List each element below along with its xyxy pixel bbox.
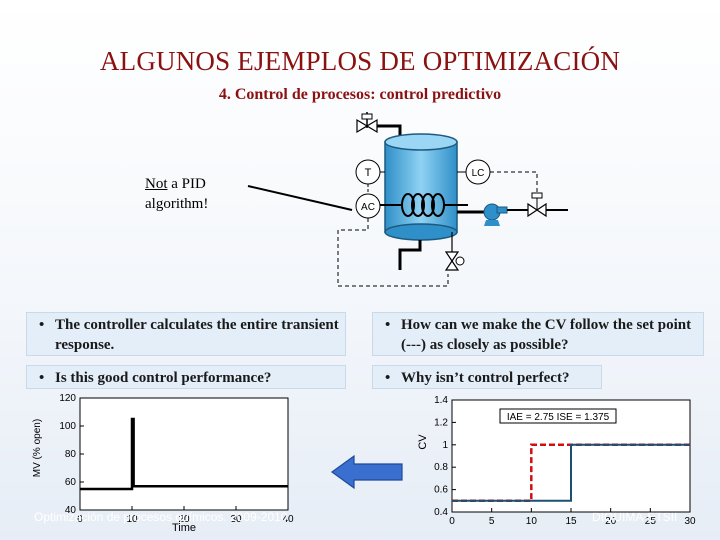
cv-chart: 0 5 10 15 20 25 30 0.4 0.6 0.8 1 1.2 1.4 CV IAE = 2.…: [417, 395, 696, 527]
cv-ytick-label: 0.8: [434, 462, 448, 473]
discharge-valve-icon: [527, 192, 547, 218]
cv-xtick-label: 30: [684, 516, 696, 527]
slide-subtitle: 4. Control de procesos: control predicti…: [218, 86, 502, 103]
bullet-performance: Is this good control performance?: [26, 365, 346, 389]
cv-annotation-box: [499, 408, 617, 424]
temperature-label: T: [365, 167, 372, 179]
cv-ytick-label: 1: [442, 440, 448, 451]
mv-xtick-label: 30: [230, 514, 242, 525]
level-signal-line: [490, 171, 538, 193]
analyzer-label: AC: [361, 202, 375, 213]
mv-ytick-label: 60: [65, 477, 77, 488]
outlet-pipe: [398, 240, 422, 270]
mv-xlabel: Time: [172, 522, 196, 534]
coolant-valve-icon: [444, 251, 465, 271]
mv-xtick-label: 20: [178, 514, 190, 525]
mv-ylabel: MV (% open): [32, 419, 43, 477]
pump-icon: [483, 203, 508, 226]
analyzer-signal-line: [337, 218, 449, 287]
note-emphasis: Not: [145, 176, 168, 192]
mv-chart: 0 10 20 30 40 40 60 80 100 120 MV (% open) Time: [32, 393, 294, 534]
note-text: a PID algorithm!: [145, 176, 209, 212]
cv-annotation: IAE = 2.75 ISE = 1.375: [507, 412, 610, 423]
side-note: Not a PID algorithm!: [145, 174, 255, 214]
mv-ytick-label: 120: [59, 393, 76, 404]
cv-series-line: [452, 443, 690, 502]
cv-xtick-label: 15: [565, 516, 577, 527]
cv-xtick-label: 20: [605, 516, 617, 527]
cv-ytick-label: 1.4: [434, 395, 448, 406]
mv-series-line: [80, 417, 288, 491]
cv-ylabel: CV: [417, 434, 429, 450]
tank-icon: [384, 133, 458, 241]
bullet-transient: The controller calculates the entire tra…: [26, 312, 346, 356]
cv-xtick-label: 5: [489, 516, 495, 527]
mv-xtick-label: 0: [77, 514, 83, 525]
cv-ytick-label: 0.4: [434, 507, 448, 518]
mv-ytick-label: 80: [65, 449, 77, 460]
level-label: LC: [472, 168, 485, 179]
cv-ytick-label: 1.2: [434, 417, 448, 428]
cv-ytick-label: 0.6: [434, 485, 448, 496]
process-diagram: T AC LC: [247, 112, 568, 287]
pointer-line: [247, 185, 353, 211]
bullet-setpoint: How can we make the CV follow the set po…: [372, 312, 704, 356]
cv-xtick-label: 0: [449, 516, 455, 527]
bullet-imperfect: Why isn’t control perfect?: [372, 365, 602, 389]
cv-xtick-label: 10: [526, 516, 538, 527]
mv-ytick-label: 100: [59, 421, 76, 432]
mv-xtick-label: 10: [126, 514, 138, 525]
footer-course: Optimización de procesos químicos. 2009-…: [34, 510, 288, 524]
slide-title: ALGUNOS EJEMPLOS DE OPTIMIZACIÓN: [99, 46, 621, 76]
arrow-left-icon: [330, 454, 403, 490]
cv-xtick-label: 25: [645, 516, 657, 527]
mv-ytick-label: 40: [65, 505, 77, 516]
mv-xtick-label: 40: [282, 514, 294, 525]
mv-plot-area: [79, 397, 289, 511]
footer-dept: DIQUIMA-ETSII: [592, 510, 678, 524]
